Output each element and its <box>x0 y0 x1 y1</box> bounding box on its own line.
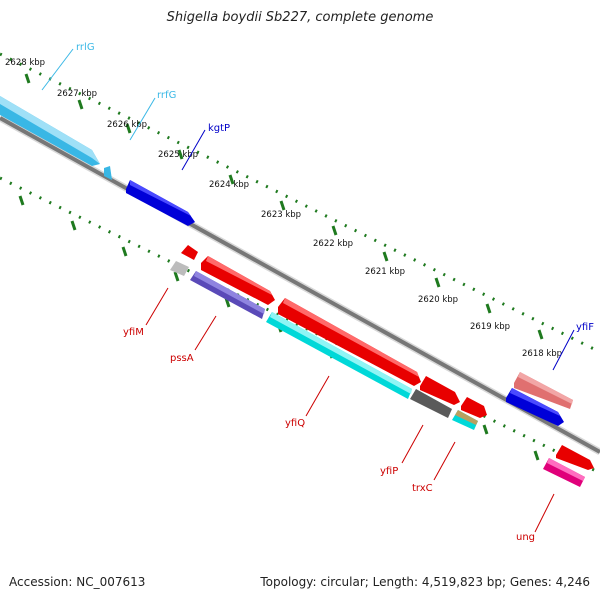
feature-red-cds-1[interactable] <box>201 256 275 305</box>
feature-yfiM[interactable] <box>170 261 189 276</box>
gene-label-yfiP[interactable]: yfiP <box>380 466 398 477</box>
genome-summary-text: Topology: circular; Length: 4,519,823 bp… <box>260 575 590 589</box>
tick-label: 2627 kbp <box>57 89 97 99</box>
tick-label: 2621 kbp <box>365 267 405 277</box>
feature-trxC[interactable] <box>452 410 478 430</box>
feature-rrlG[interactable] <box>0 96 100 166</box>
feature-rrfG[interactable] <box>104 166 112 180</box>
tick-label: 2623 kbp <box>261 210 301 220</box>
gene-label-trxC[interactable]: trxC <box>412 483 433 494</box>
tick-track-inner <box>0 176 600 475</box>
feature-pink-cds[interactable] <box>514 372 573 409</box>
tick-label: 2624 kbp <box>209 180 249 190</box>
gene-label-yfiM[interactable]: yfiM <box>123 327 144 338</box>
gene-label-yfiQ[interactable]: yfiQ <box>285 418 305 429</box>
feature-yfiF[interactable] <box>506 388 564 426</box>
feature-red-cds-5[interactable] <box>556 445 594 470</box>
genome-backbone <box>0 114 600 456</box>
feature-pssA[interactable] <box>190 271 265 319</box>
gene-label-yfiF[interactable]: yfiF <box>576 322 594 333</box>
feature-kgtP[interactable] <box>126 180 195 226</box>
gene-label-rrfG[interactable]: rrfG <box>157 90 176 101</box>
gene-label-pssA[interactable]: pssA <box>170 353 194 364</box>
gene-labels: rrlG rrfG kgtP yfiM pssA yfiQ yfiP trxC … <box>76 42 594 543</box>
feature-red-cds-4[interactable] <box>461 397 487 418</box>
accession-text: Accession: NC_007613 <box>9 575 146 589</box>
tick-label: 2619 kbp <box>470 322 510 332</box>
tick-label: 2626 kbp <box>107 120 147 130</box>
map-title: Shigella boydii Sb227, complete genome <box>166 10 434 25</box>
gene-label-rrlG[interactable]: rrlG <box>76 42 95 53</box>
label-lines <box>41 48 575 533</box>
feature-ung[interactable] <box>543 458 585 487</box>
tick-label: 2622 kbp <box>313 239 353 249</box>
feature-yfiM-upper[interactable] <box>181 245 198 260</box>
gene-label-ung[interactable]: ung <box>516 532 535 543</box>
tick-label: 2620 kbp <box>418 295 458 305</box>
tick-labels: 2628 kbp 2627 kbp 2626 kbp 2625 kbp 2624… <box>5 58 562 359</box>
tick-label: 2618 kbp <box>522 349 562 359</box>
tick-track-outer <box>0 52 600 354</box>
feature-red-cds-3[interactable] <box>420 376 460 405</box>
tick-label: 2628 kbp <box>5 58 45 68</box>
gene-label-kgtP[interactable]: kgtP <box>208 123 230 134</box>
tick-label: 2625 kbp <box>158 150 198 160</box>
feature-red-cds-2[interactable] <box>278 298 421 386</box>
feature-yfiP[interactable] <box>410 389 452 418</box>
feature-yfiQ[interactable] <box>266 312 412 399</box>
